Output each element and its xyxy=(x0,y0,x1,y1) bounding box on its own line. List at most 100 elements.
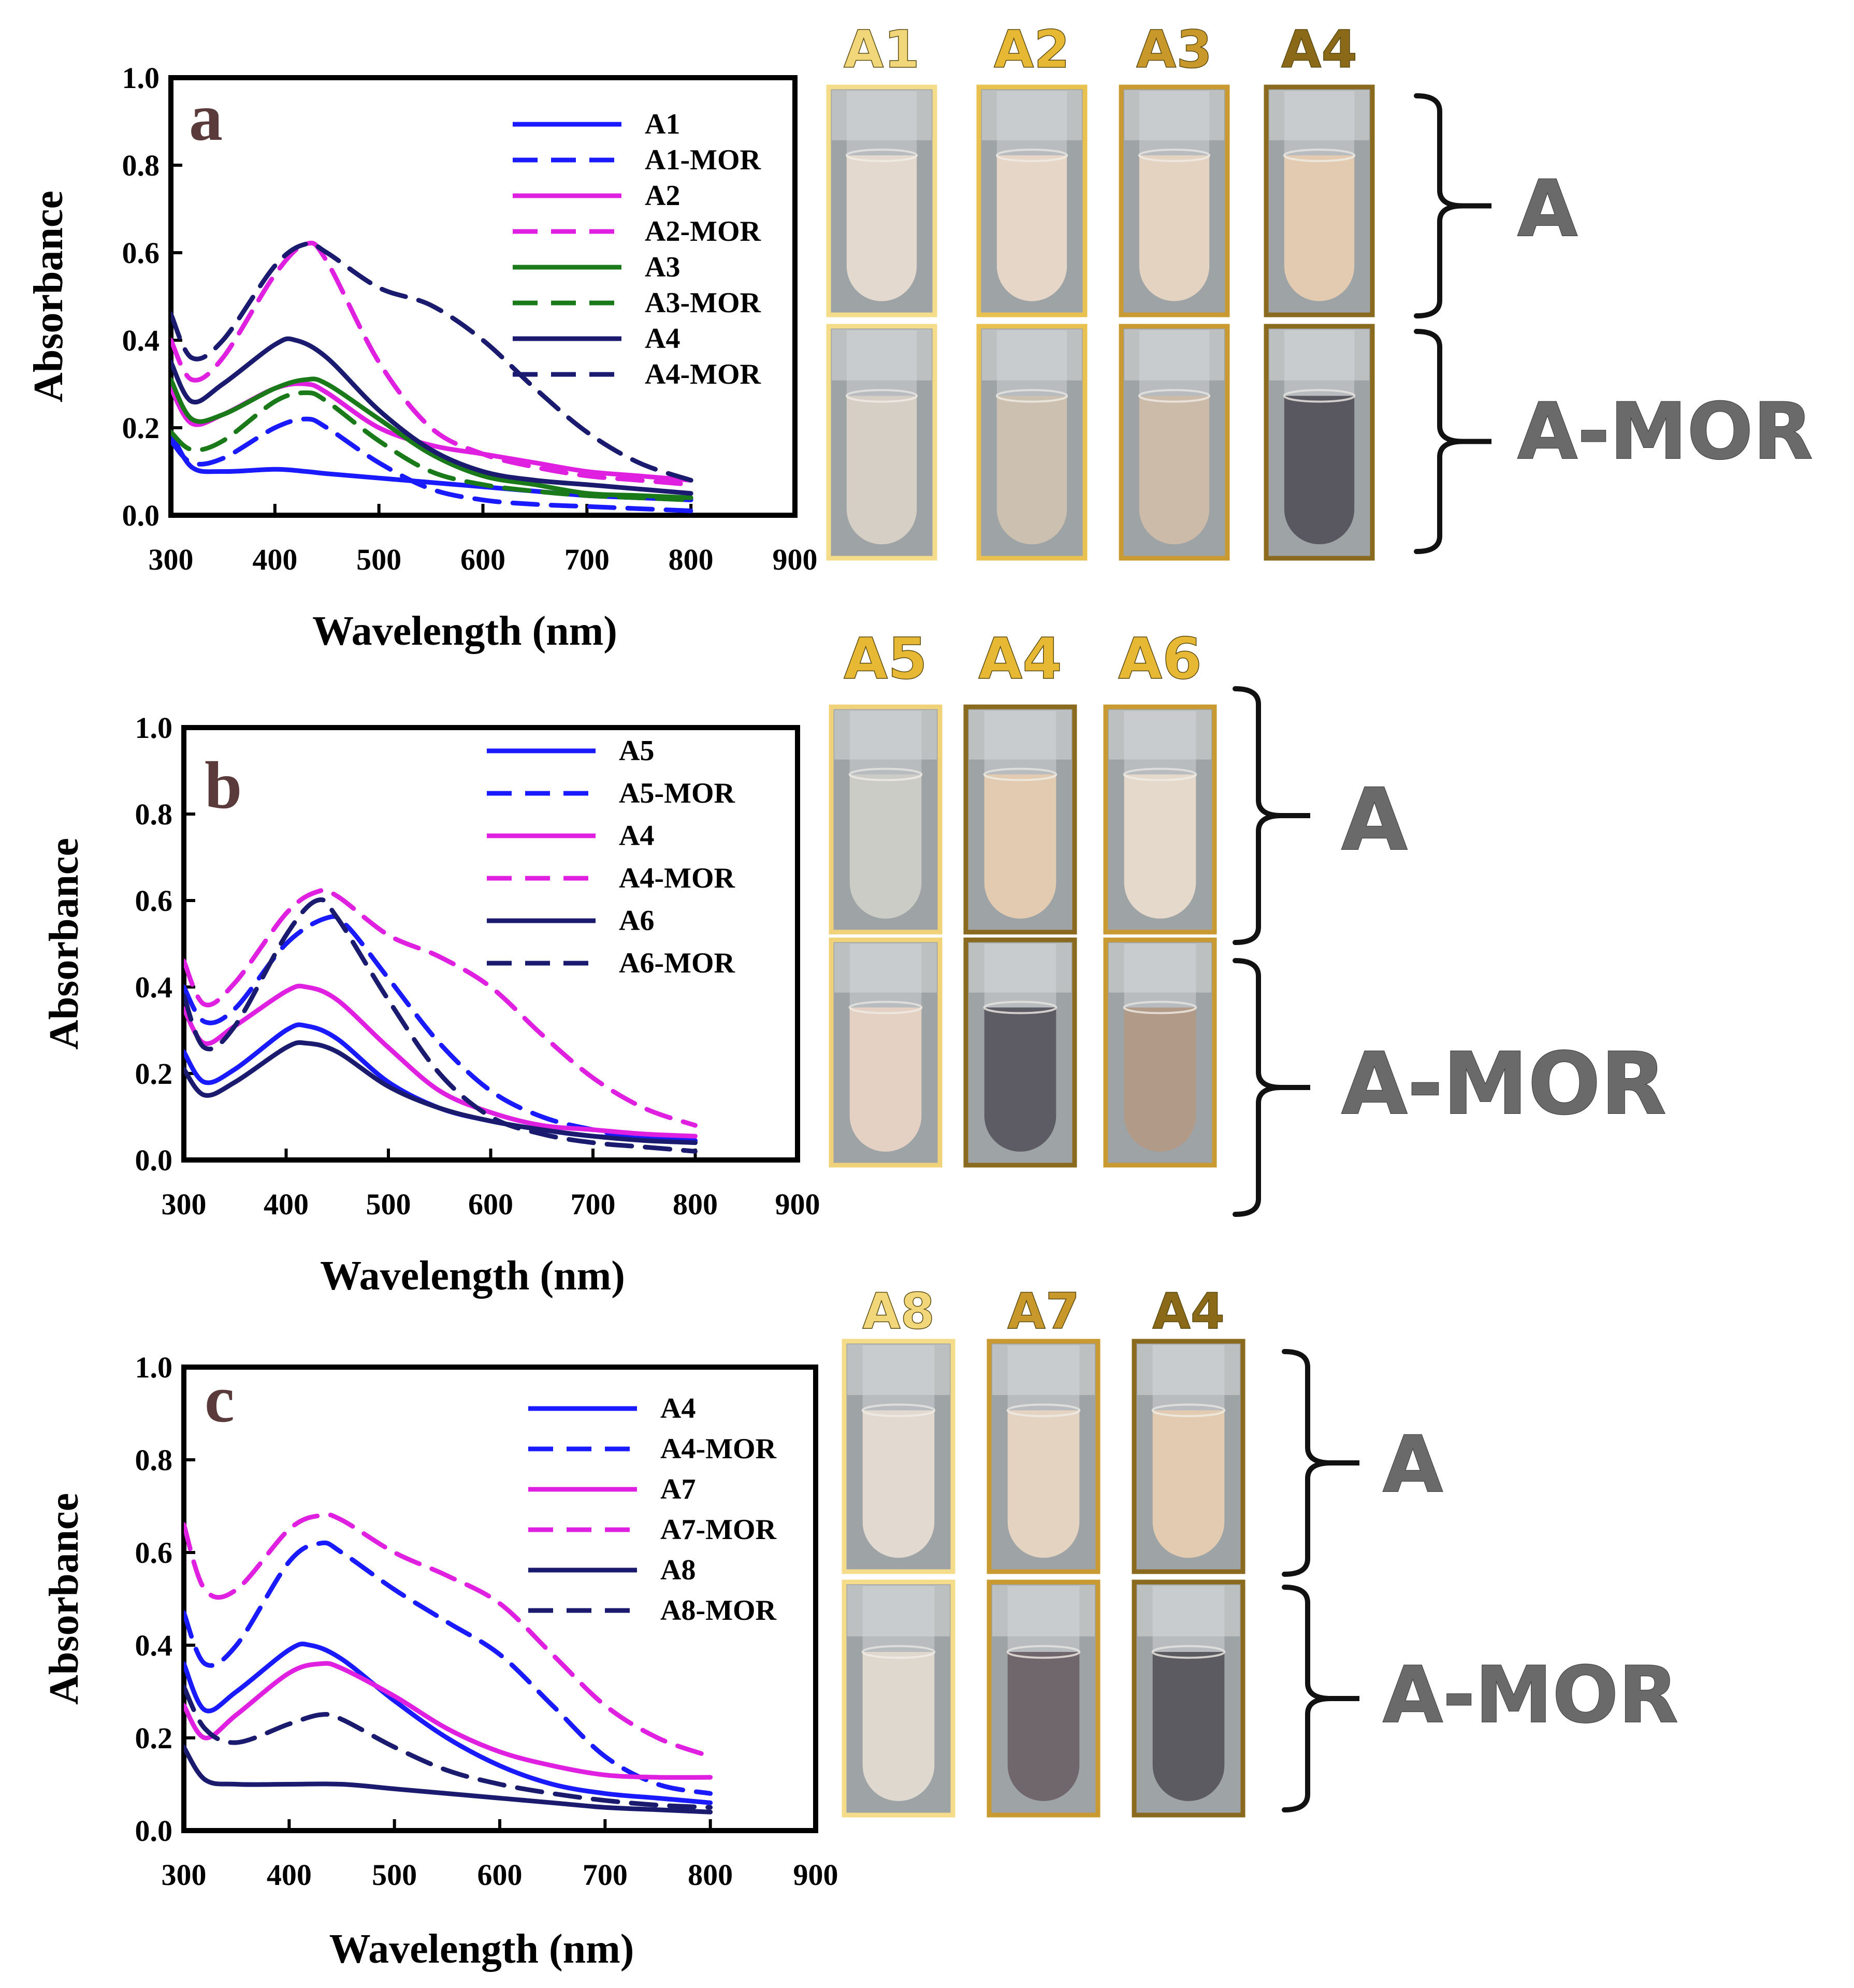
liquid xyxy=(849,774,922,919)
photo-glare xyxy=(992,1585,1095,1636)
photo-glare xyxy=(982,329,1082,381)
tube-top xyxy=(1284,91,1355,155)
photo-glare xyxy=(992,1344,1095,1395)
tube-photo-before xyxy=(1264,84,1375,317)
x-tick-label: 300 xyxy=(162,1187,207,1221)
tube-photo-before xyxy=(829,704,943,935)
series-line-a2 xyxy=(171,381,693,483)
photo-glare xyxy=(847,1344,950,1395)
legend-label: A2-MOR xyxy=(645,215,761,248)
tube-top xyxy=(996,330,1067,396)
meniscus xyxy=(845,149,918,162)
y-tick-label: 1.0 xyxy=(122,61,160,95)
tube-photo-after xyxy=(1119,324,1230,561)
y-tick-label: 0.8 xyxy=(135,797,173,831)
meniscus xyxy=(1123,1000,1197,1014)
series-line-a7 xyxy=(184,1661,713,1780)
photo-glare xyxy=(1109,710,1211,760)
legend-label: A4 xyxy=(619,820,654,852)
legend-label: A8 xyxy=(660,1554,696,1586)
bracket-a-mor xyxy=(1414,329,1464,554)
y-axis-title: Absorbance xyxy=(41,838,87,1050)
tube-photo-after xyxy=(976,324,1088,561)
liquid xyxy=(1124,774,1196,919)
series-line-a3 xyxy=(171,376,693,500)
tube-top xyxy=(984,944,1056,1008)
meniscus xyxy=(848,767,923,781)
tube-top xyxy=(1152,1586,1225,1652)
liquid xyxy=(1152,1410,1225,1558)
photo-panel-c: A8 A7 A4 A A-MOR xyxy=(842,1283,1679,1818)
legend-label: A8-MOR xyxy=(660,1594,777,1627)
y-axis-title: Absorbance xyxy=(41,1493,87,1705)
x-tick-label: 400 xyxy=(264,1187,309,1221)
series-line-a2-mor xyxy=(171,240,693,487)
x-axis-title: Wavelength (nm) xyxy=(329,1926,634,1972)
tube-top xyxy=(846,330,917,396)
x-tick-label: 500 xyxy=(366,1187,411,1221)
meniscus xyxy=(861,1403,936,1417)
meniscus xyxy=(1006,1645,1081,1659)
series-line-a4-mor xyxy=(171,241,693,483)
meniscus xyxy=(1283,389,1356,403)
meniscus xyxy=(983,767,1058,781)
legend-label: A3 xyxy=(645,251,680,283)
panel-letter: b xyxy=(205,748,242,823)
photo-panel-b: A5 A4 A6 A A-MOR xyxy=(829,625,1667,1217)
y-tick-label: 0.6 xyxy=(135,884,173,918)
tube-top xyxy=(849,944,922,1008)
legend-label: A7 xyxy=(660,1473,696,1505)
photo-glare xyxy=(834,710,937,760)
tube-top xyxy=(1124,944,1196,1008)
meniscus xyxy=(1151,1645,1226,1659)
group-label-a-mor: A-MOR xyxy=(1383,1650,1678,1740)
legend-label: A3-MOR xyxy=(645,287,761,319)
meniscus xyxy=(1138,389,1211,403)
photo-glare xyxy=(969,710,1071,760)
tube-photo-after xyxy=(1264,324,1375,561)
legend-label: A5-MOR xyxy=(619,777,735,809)
legend-label: A1-MOR xyxy=(645,144,761,176)
tube-photo-before xyxy=(1132,1339,1245,1574)
liquid xyxy=(984,774,1056,919)
meniscus xyxy=(1123,767,1197,781)
meniscus xyxy=(1283,149,1356,162)
y-tick-label: 0.6 xyxy=(122,236,160,270)
tube-top xyxy=(846,91,917,155)
sample-label: A6 xyxy=(1118,626,1202,692)
tube-photo-before xyxy=(1119,84,1230,317)
x-axis-title: Wavelength (nm) xyxy=(320,1253,625,1299)
legend-label: A2 xyxy=(645,180,680,212)
meniscus xyxy=(995,149,1068,162)
photo-glare xyxy=(1124,329,1224,381)
tube-top xyxy=(1139,91,1210,155)
x-tick-label: 500 xyxy=(372,1858,417,1892)
bracket-a xyxy=(1233,686,1282,945)
legend-label: A1 xyxy=(645,108,680,140)
bracket-a-mor xyxy=(1282,1585,1331,1812)
x-tick-label: 500 xyxy=(356,543,401,576)
group-label-a-mor: A-MOR xyxy=(1341,1034,1667,1134)
x-tick-label: 800 xyxy=(688,1858,733,1892)
liquid xyxy=(846,396,917,545)
x-axis-title: Wavelength (nm) xyxy=(312,608,617,654)
series-line-a5 xyxy=(184,1022,698,1143)
tube-top xyxy=(1007,1586,1080,1652)
legend-label: A4-MOR xyxy=(660,1433,777,1465)
y-tick-label: 0.2 xyxy=(135,1057,173,1091)
sample-label: A3 xyxy=(1136,19,1212,80)
photo-panel-a: A1 A2 A3 A4 A A-MOR xyxy=(826,19,1814,561)
liquid xyxy=(1007,1652,1080,1801)
y-axis-title: Absorbance xyxy=(26,191,71,402)
liquid xyxy=(1152,1652,1225,1801)
liquid xyxy=(1284,155,1355,301)
photo-glare xyxy=(982,90,1082,140)
x-tick-label: 800 xyxy=(669,543,714,576)
x-tick-label: 400 xyxy=(252,543,297,576)
liquid xyxy=(849,1007,922,1152)
charts-layer: 0.0 0.2 0.4 0.6 0.8 1.0 300 400 500 600 700 800 900 W… xyxy=(26,61,838,1972)
tube-photo-before xyxy=(1103,704,1217,935)
chart-panel-b: 0.0 0.2 0.4 0.6 0.8 1.0 300 400 500 600 700 800 900 W… xyxy=(41,711,820,1299)
legend-label: A4-MOR xyxy=(645,358,761,390)
